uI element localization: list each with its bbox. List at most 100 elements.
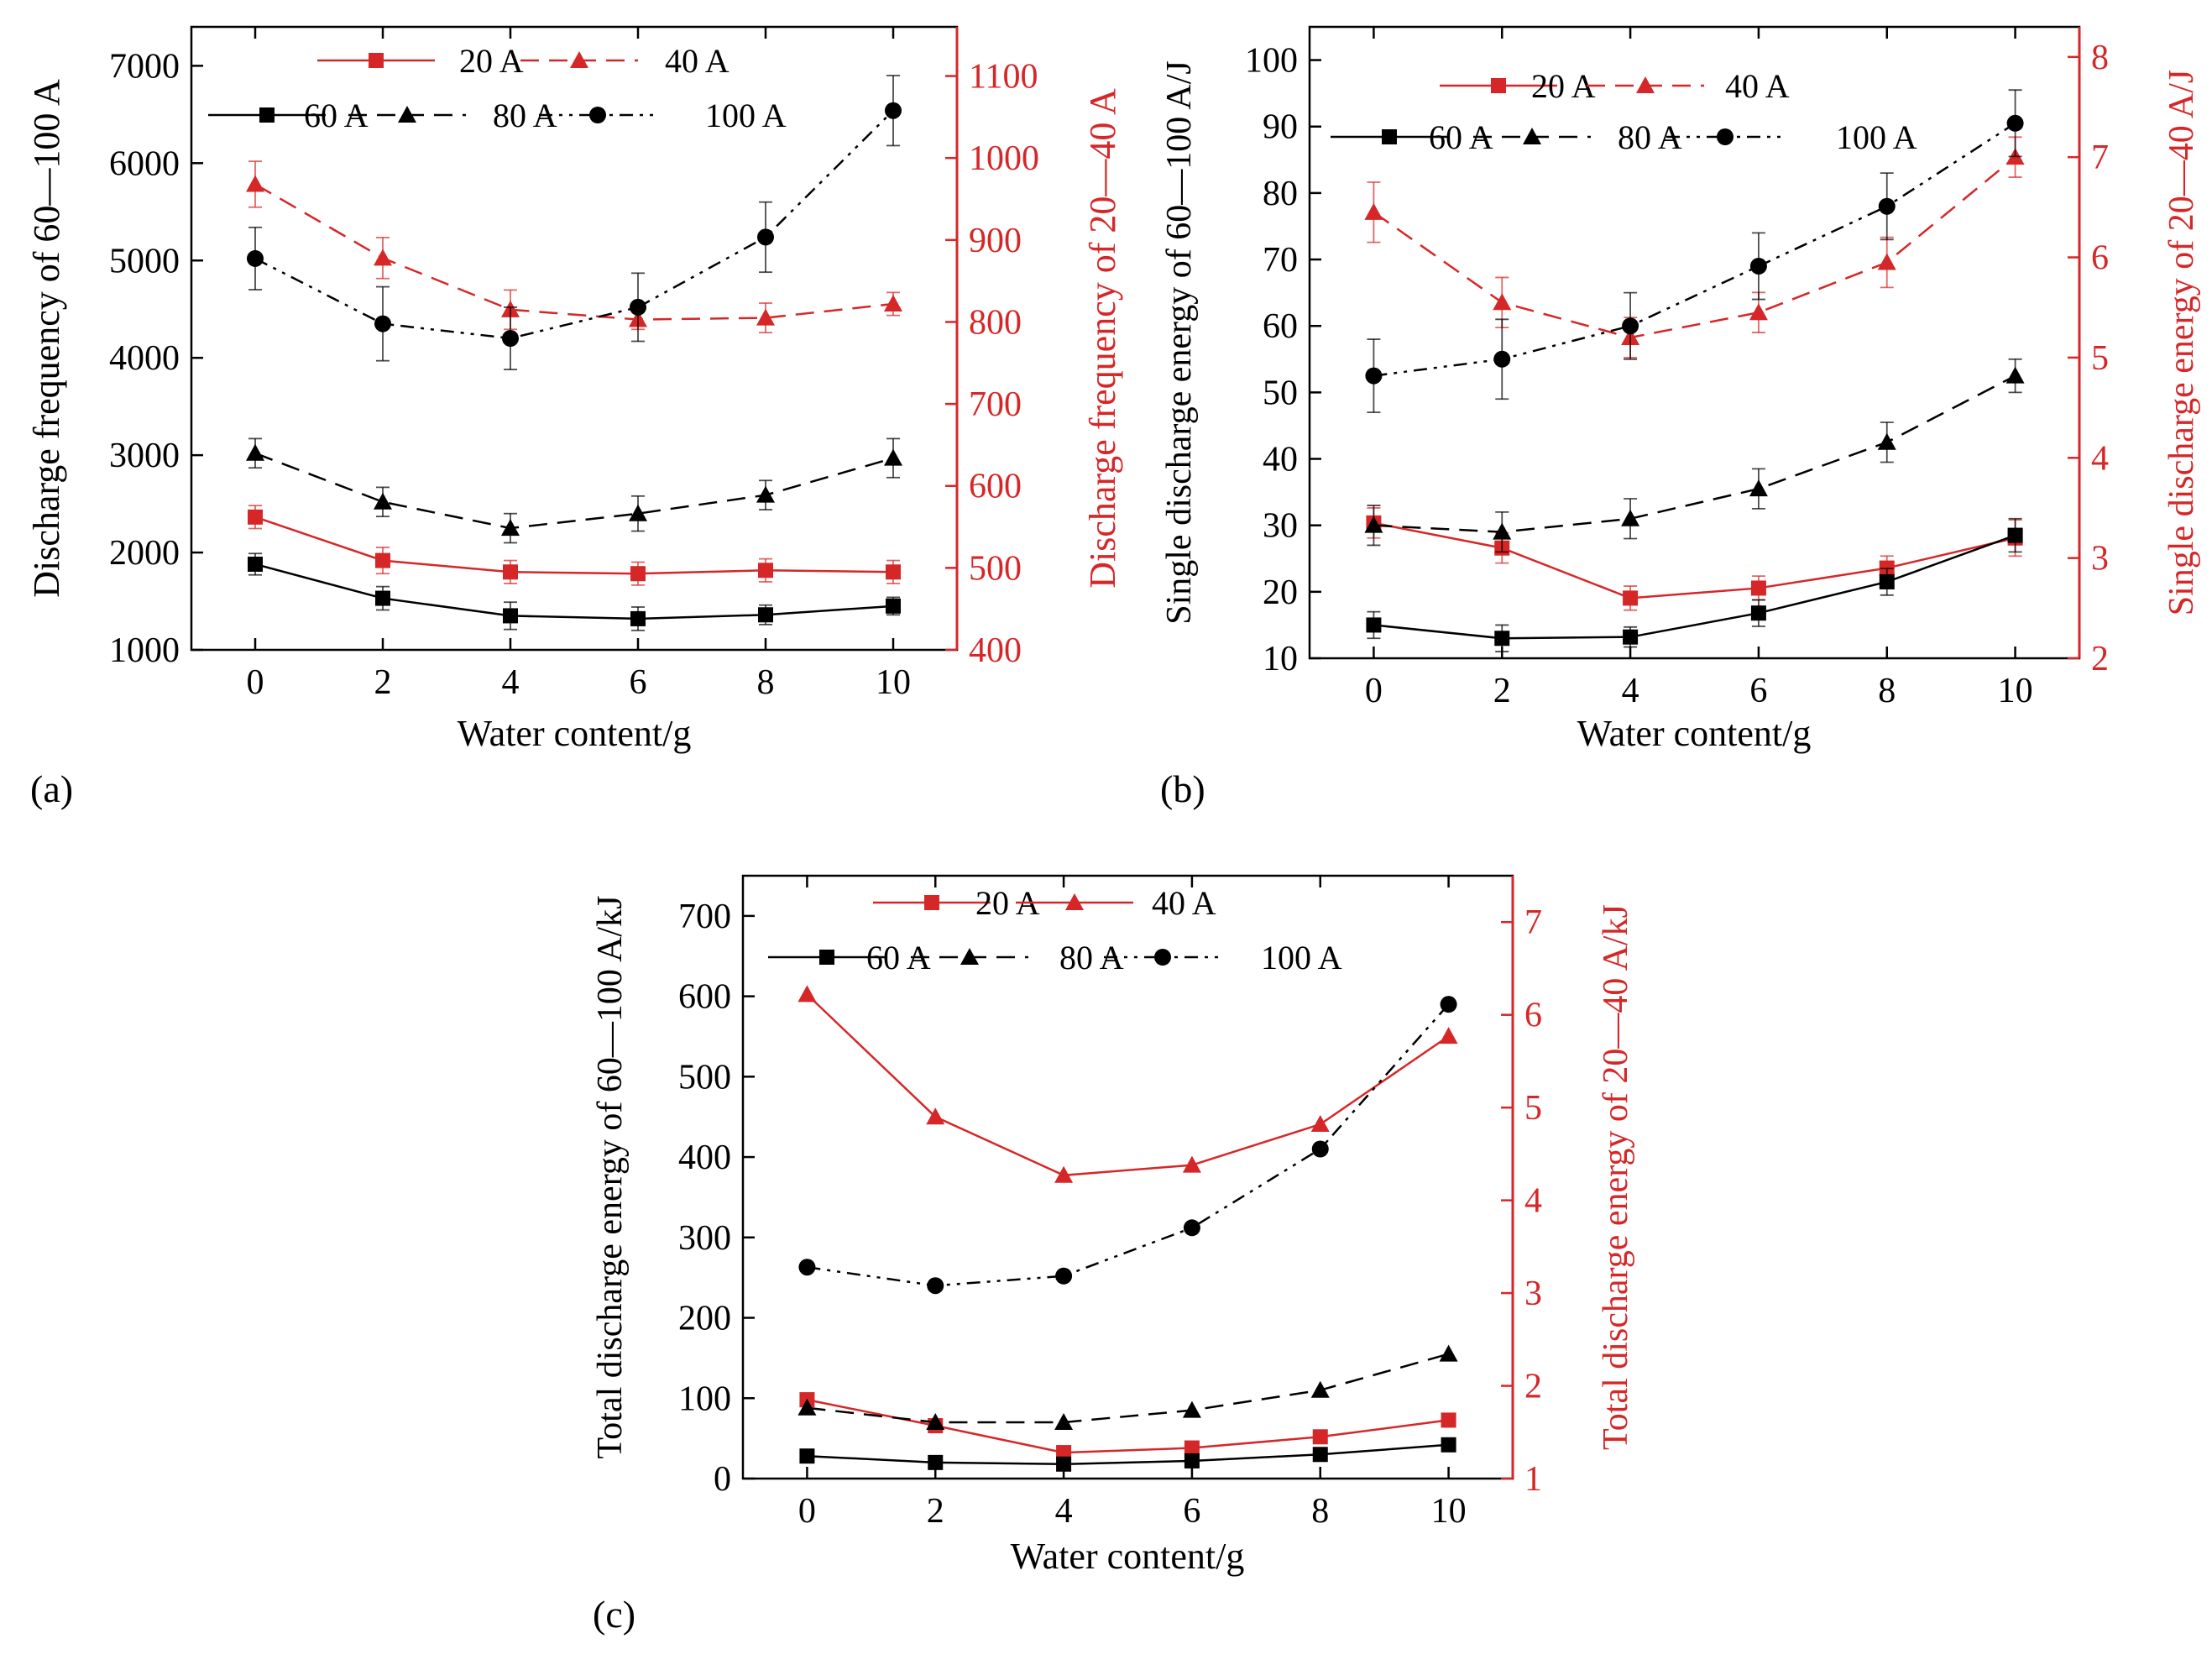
data-point <box>885 102 902 119</box>
y-left-tick-label: 7000 <box>109 47 180 86</box>
data-point <box>1493 293 1512 311</box>
legend-marker <box>819 950 834 965</box>
data-point <box>1054 1412 1074 1430</box>
y-right-tick-label: 900 <box>969 222 1022 260</box>
legend-marker <box>1154 949 1171 966</box>
data-point <box>884 294 902 311</box>
panel-b: (b) Water content/g Single discharge ene… <box>1160 25 2201 810</box>
y-right-tick-label: 2 <box>2091 640 2109 678</box>
data-point <box>758 607 773 623</box>
series-line-80a <box>807 1353 1449 1424</box>
legend-marker <box>259 107 275 123</box>
data-point <box>1182 1400 1201 1418</box>
y-left-tick-label: 10 <box>1263 640 1298 678</box>
y-right-tick-label: 7 <box>2091 139 2109 177</box>
legend-label: 40 A <box>1725 67 1790 105</box>
series-line-60a <box>254 563 894 620</box>
y-left-tick-label: 1000 <box>109 631 180 670</box>
data-point <box>758 563 773 578</box>
y-left-tick-label: 60 <box>1263 307 1298 346</box>
data-point <box>1312 1429 1328 1445</box>
y-left-tick-label: 0 <box>714 1460 731 1499</box>
data-point <box>1623 629 1639 645</box>
data-point <box>1621 509 1640 526</box>
y-left-tick-label: 500 <box>678 1058 731 1097</box>
y-right-tick-label: 4 <box>2091 439 2109 478</box>
legend-marker <box>1523 128 1541 144</box>
y-right-tick-label: 8 <box>2091 39 2109 77</box>
data-point <box>756 308 775 326</box>
y-left-tick-label: 50 <box>1263 374 1298 412</box>
x-tick-label: 4 <box>1622 672 1639 710</box>
data-point <box>797 985 817 1003</box>
legend-label: 40 A <box>665 42 729 80</box>
y-axis-left-label: Total discharge energy of 60—100 A/kJ <box>591 896 630 1459</box>
y-axis-left-label: Single discharge energy of 60—100 A/J <box>1160 60 1199 625</box>
x-tick-label: 0 <box>798 1492 816 1531</box>
y-right-tick-label: 600 <box>969 468 1022 506</box>
legend-marker <box>960 948 979 965</box>
x-tick-label: 6 <box>1183 1492 1200 1531</box>
data-point <box>798 1259 816 1276</box>
y-right-tick-label: 7 <box>1524 903 1542 942</box>
data-point <box>503 608 518 624</box>
data-point <box>1365 367 1383 385</box>
series-line-20a <box>807 1398 1449 1454</box>
series-line-60a <box>1373 534 2016 640</box>
data-point <box>501 519 520 537</box>
y-left-tick-label: 400 <box>678 1139 731 1177</box>
data-point <box>1310 1380 1330 1398</box>
data-point <box>1364 516 1383 533</box>
y-left-tick-label: 20 <box>1263 573 1298 612</box>
y-left-tick-label: 70 <box>1263 241 1298 280</box>
y-right-tick-label: 3 <box>2091 540 2109 578</box>
y-left-tick-label: 6000 <box>109 144 180 183</box>
legend-marker <box>1065 893 1084 910</box>
data-point <box>1182 1155 1201 1173</box>
legend-marker <box>1636 76 1655 93</box>
data-point <box>1749 257 1767 275</box>
y-right-tick-label: 1100 <box>969 58 1038 97</box>
series-line-100a <box>807 1003 1450 1287</box>
y-left-tick-label: 5000 <box>109 242 180 280</box>
x-tick-label: 10 <box>1431 1492 1467 1531</box>
y-right-tick-label: 700 <box>969 385 1022 424</box>
y-left-tick-label: 700 <box>678 898 731 936</box>
series-line-20a <box>1373 521 2016 599</box>
data-point <box>1749 479 1768 497</box>
data-point <box>1493 350 1511 368</box>
data-point <box>927 1277 944 1295</box>
legend-label: 100 A <box>705 97 787 134</box>
series-line-20a <box>254 516 894 575</box>
x-tick-label: 4 <box>502 663 520 702</box>
data-point <box>756 485 775 503</box>
series-line-100a <box>1373 122 2016 377</box>
y-left-tick-label: 4000 <box>109 339 180 378</box>
data-point <box>1311 1140 1329 1158</box>
y-right-tick-label: 6 <box>1524 997 1542 1035</box>
y-right-tick-label: 4 <box>1524 1182 1542 1221</box>
data-point <box>630 298 646 316</box>
data-point <box>1055 1267 1073 1285</box>
y-left-tick-label: 600 <box>678 978 731 1017</box>
y-right-tick-label: 2 <box>1524 1368 1542 1406</box>
data-point <box>1749 303 1768 321</box>
x-tick-label: 2 <box>374 663 392 702</box>
y-axis-right-label: Single discharge energy of 20—40 A/J <box>2162 70 2201 616</box>
x-tick-label: 8 <box>1311 1492 1329 1531</box>
data-point <box>1312 1447 1328 1463</box>
data-point <box>1056 1445 1072 1461</box>
y-axis-right-label: Discharge frequency of 20—40 A <box>1082 88 1123 589</box>
data-point <box>1750 605 1766 621</box>
legend-marker <box>398 106 416 123</box>
y-left-tick-label: 90 <box>1263 108 1298 147</box>
x-axis-label: Water content/g <box>1011 1536 1245 1577</box>
data-point <box>1366 617 1382 633</box>
series-line-80a <box>1373 374 2016 533</box>
data-point <box>799 1448 815 1464</box>
plot-frame <box>741 874 1514 1480</box>
x-tick-label: 2 <box>1493 672 1511 710</box>
data-point <box>926 1107 945 1125</box>
data-point <box>1439 1344 1458 1362</box>
data-point <box>375 590 390 606</box>
